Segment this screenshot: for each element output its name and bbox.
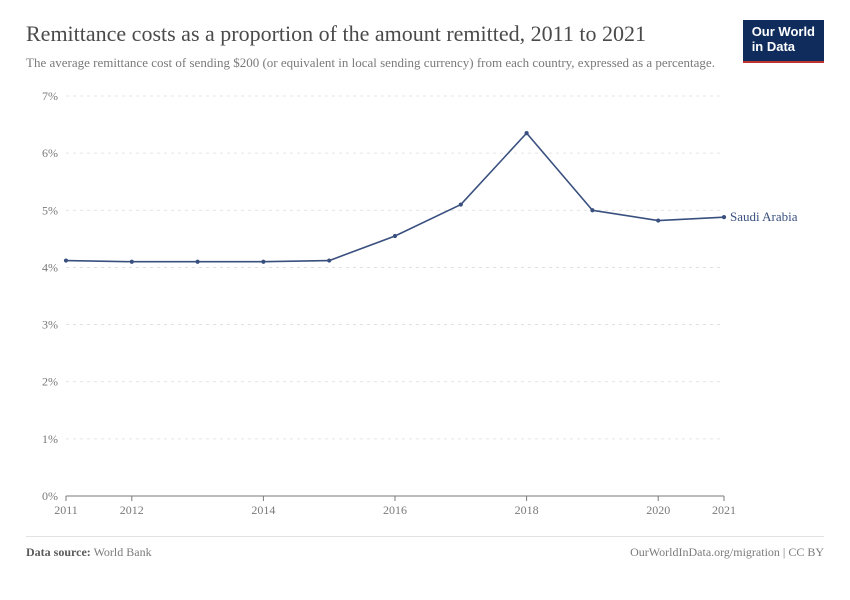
logo-line-1: Our World xyxy=(752,25,815,40)
x-tick-label: 2016 xyxy=(383,503,407,517)
footer: Data source: World Bank OurWorldInData.o… xyxy=(26,536,824,560)
series-marker xyxy=(722,215,726,219)
x-tick-label: 2020 xyxy=(646,503,670,517)
logo-line-2: in Data xyxy=(752,40,815,55)
series-line xyxy=(66,133,724,262)
series-marker xyxy=(656,218,660,222)
series-marker xyxy=(130,259,134,263)
chart-area: 0% 1% 2% 3% 4% 5% 6% 7% 2011 2012 2014 2016 2018 2020… xyxy=(26,86,824,526)
series-marker xyxy=(459,202,463,206)
y-tick-label: 3% xyxy=(42,317,58,331)
owid-logo: Our World in Data xyxy=(743,20,824,63)
data-source: Data source: World Bank xyxy=(26,545,152,560)
y-tick-label: 7% xyxy=(42,89,58,103)
y-tick-label: 6% xyxy=(42,146,58,160)
x-tick-label: 2018 xyxy=(515,503,539,517)
credit-text: OurWorldInData.org/migration | CC BY xyxy=(630,545,824,560)
chart-title: Remittance costs as a proportion of the … xyxy=(26,20,656,48)
chart-subtitle: The average remittance cost of sending $… xyxy=(26,54,766,72)
series-marker xyxy=(261,259,265,263)
x-tick-label: 2012 xyxy=(120,503,144,517)
series-marker xyxy=(327,258,331,262)
series-label: Saudi Arabia xyxy=(730,209,798,224)
header: Our World in Data Remittance costs as a … xyxy=(26,20,824,72)
series-marker xyxy=(196,259,200,263)
line-chart: 0% 1% 2% 3% 4% 5% 6% 7% 2011 2012 2014 2016 2018 2020… xyxy=(26,86,824,526)
y-tick-label: 0% xyxy=(42,489,58,503)
y-tick-label: 5% xyxy=(42,203,58,217)
x-tick-label: 2011 xyxy=(54,503,78,517)
x-tick-label: 2021 xyxy=(712,503,736,517)
source-value: World Bank xyxy=(94,545,152,559)
source-label: Data source: xyxy=(26,545,91,559)
series-marker xyxy=(525,131,529,135)
y-tick-label: 4% xyxy=(42,260,58,274)
y-tick-label: 1% xyxy=(42,432,58,446)
series-marker xyxy=(393,234,397,238)
series-marker xyxy=(590,208,594,212)
y-tick-label: 2% xyxy=(42,374,58,388)
x-tick-label: 2014 xyxy=(251,503,275,517)
series-marker xyxy=(64,258,68,262)
